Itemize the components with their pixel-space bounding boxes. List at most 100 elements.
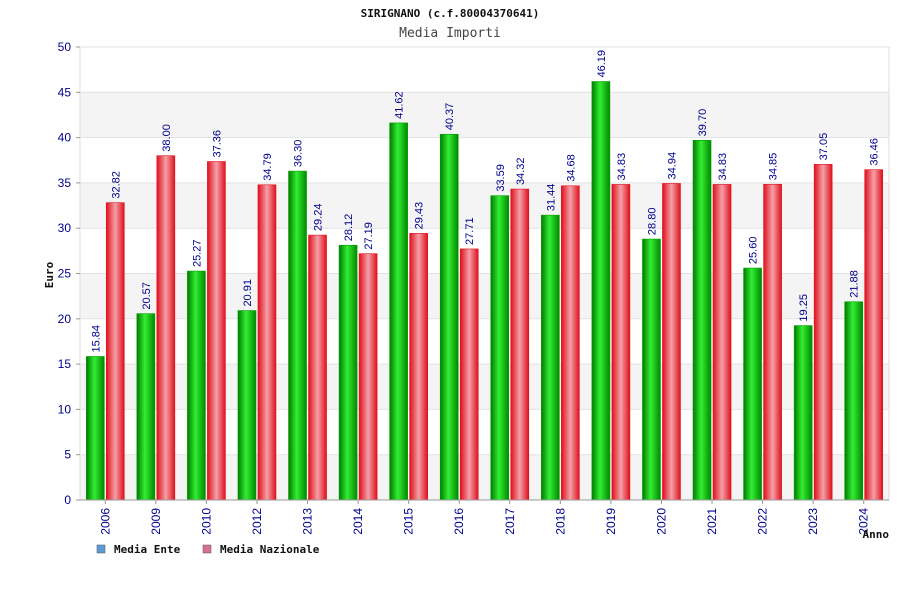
bar-media-ente	[136, 313, 156, 501]
value-label-media-nazionale: 34.83	[616, 153, 628, 181]
y-tick-label: 5	[64, 448, 71, 462]
x-axis-label: Anno	[863, 528, 890, 541]
legend-swatch-media-ente	[96, 544, 106, 554]
bar-media-ente	[743, 267, 762, 501]
y-tick-label: 40	[58, 131, 72, 145]
bar-media-ente	[389, 122, 408, 501]
chart-subtitle: Media Importi	[399, 26, 501, 41]
bar-media-nazionale	[561, 185, 580, 501]
bar-media-ente	[844, 301, 864, 501]
value-label-media-ente: 36.30	[293, 140, 305, 168]
bar-media-nazionale	[459, 248, 479, 501]
value-label-media-ente: 28.80	[646, 208, 658, 236]
bars	[85, 81, 884, 501]
bar-media-ente	[187, 270, 206, 501]
bar-media-ente	[237, 310, 257, 501]
value-labels: 15.84 32.82 20.57 38.00 25.27 37.36 20.91 34.79…	[90, 50, 880, 353]
y-tick-label: 30	[58, 221, 72, 235]
value-label-media-ente: 25.60	[748, 237, 760, 265]
bar-media-ente	[642, 238, 661, 501]
x-tick-label: 2010	[199, 508, 213, 535]
legend-swatch-media-nazionale	[202, 544, 212, 554]
value-label-media-nazionale: 29.43	[414, 202, 426, 230]
value-label-media-nazionale: 34.85	[768, 153, 780, 181]
x-tick-label: 2017	[503, 508, 517, 535]
value-label-media-nazionale: 34.83	[717, 153, 729, 181]
value-label-media-nazionale: 34.32	[515, 158, 527, 186]
value-label-media-nazionale: 36.46	[869, 138, 881, 166]
value-label-media-nazionale: 32.82	[110, 171, 122, 199]
x-tick-label: 2020	[654, 508, 668, 535]
y-tick-label: 15	[58, 357, 72, 371]
value-label-media-nazionale: 34.94	[666, 152, 678, 180]
value-label-media-nazionale: 27.71	[464, 217, 476, 245]
legend-label-media-ente: Media Ente	[114, 543, 181, 556]
bar-media-nazionale	[358, 253, 378, 501]
bar-media-ente	[591, 81, 611, 501]
value-label-media-nazionale: 27.19	[363, 222, 375, 250]
x-tick-label: 2021	[705, 508, 719, 535]
bar-media-nazionale	[864, 169, 884, 501]
value-label-media-nazionale: 34.68	[565, 154, 577, 182]
bar-media-nazionale	[156, 155, 176, 501]
y-axis-ticks: 0 5 10 15 20 25 30 35 40 45 50	[58, 40, 80, 507]
bar-media-ente	[338, 244, 358, 501]
value-label-media-ente: 19.25	[798, 294, 810, 322]
bar-media-ente	[692, 140, 712, 501]
bar-media-ente	[288, 170, 307, 501]
chart-title: SIRIGNANO (c.f.80004370641)	[361, 7, 540, 20]
bar-media-nazionale	[813, 164, 833, 501]
value-label-media-ente: 46.19	[596, 50, 608, 78]
y-tick-label: 0	[64, 493, 71, 507]
value-label-media-nazionale: 29.24	[313, 204, 325, 232]
bar-media-nazionale	[207, 161, 226, 501]
value-label-media-nazionale: 37.05	[818, 133, 830, 161]
x-tick-label: 2022	[756, 508, 770, 535]
grid-band	[80, 92, 889, 138]
bar-media-nazionale	[763, 183, 782, 501]
x-tick-label: 2024	[857, 508, 871, 535]
value-label-media-ente: 31.44	[545, 184, 557, 212]
legend-label-media-nazionale: Media Nazionale	[220, 543, 320, 556]
x-tick-label: 2023	[806, 508, 820, 535]
x-tick-label: 2016	[452, 508, 466, 535]
x-tick-label: 2015	[402, 508, 416, 535]
bar-media-nazionale	[662, 183, 681, 501]
value-label-media-ente: 20.91	[242, 279, 254, 307]
bar-media-ente	[793, 325, 813, 501]
legend: Media Ente Media Nazionale	[96, 543, 320, 556]
value-label-media-ente: 15.84	[90, 325, 102, 353]
value-label-media-ente: 41.62	[394, 91, 406, 119]
y-tick-label: 10	[58, 402, 72, 416]
value-label-media-nazionale: 38.00	[161, 124, 173, 152]
x-tick-label: 2018	[553, 508, 567, 535]
y-tick-label: 20	[58, 312, 72, 326]
bar-media-ente	[85, 356, 105, 501]
bar-media-ente	[541, 214, 560, 501]
y-tick-label: 25	[58, 267, 72, 281]
x-tick-label: 2014	[351, 508, 365, 535]
x-tick-label: 2013	[301, 508, 315, 535]
bar-media-ente	[439, 133, 459, 501]
x-tick-label: 2012	[250, 508, 264, 535]
value-label-media-ente: 40.37	[444, 103, 456, 131]
value-label-media-ente: 21.88	[849, 270, 861, 298]
value-label-media-nazionale: 34.79	[262, 153, 274, 181]
value-label-media-ente: 25.27	[191, 240, 203, 268]
y-tick-label: 45	[58, 85, 72, 99]
bar-media-nazionale	[308, 234, 327, 501]
x-axis-ticks: 2006 2009 2010 2012 2013 2014 2015 2016 2017 2018…	[80, 499, 889, 535]
value-label-media-ente: 28.12	[343, 214, 355, 242]
y-axis-label: Euro	[43, 261, 56, 288]
bar-media-nazionale	[409, 233, 428, 501]
bar-media-ente	[490, 195, 510, 501]
x-tick-label: 2019	[604, 508, 618, 535]
x-tick-label: 2009	[149, 508, 163, 535]
bar-media-nazionale	[712, 184, 732, 501]
value-label-media-ente: 39.70	[697, 109, 709, 137]
bar-media-nazionale	[510, 188, 530, 501]
bar-media-nazionale	[257, 184, 277, 501]
value-label-media-ente: 33.59	[495, 164, 507, 192]
y-tick-label: 50	[58, 40, 72, 54]
bar-media-nazionale	[611, 184, 631, 501]
